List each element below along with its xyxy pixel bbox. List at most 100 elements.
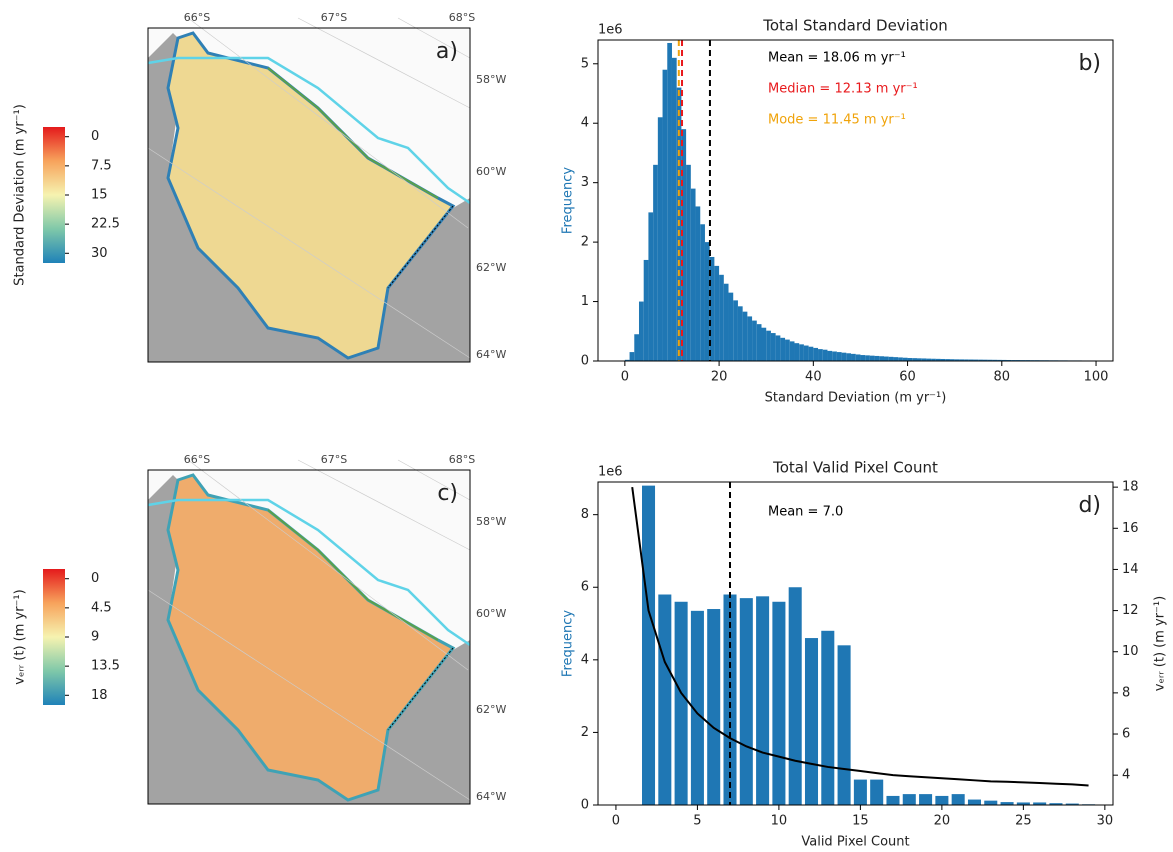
x-tick-label: 25 bbox=[1015, 814, 1032, 829]
bar bbox=[879, 356, 884, 361]
bar bbox=[672, 58, 677, 361]
x-tick-label: 30 bbox=[1097, 814, 1114, 829]
bar bbox=[663, 70, 668, 361]
colorbar-label: Standard Deviation (m yr⁻¹) bbox=[13, 104, 28, 286]
bar bbox=[771, 333, 776, 361]
y-tick-label: 8 bbox=[581, 507, 589, 522]
bar bbox=[854, 780, 867, 805]
bar bbox=[809, 347, 814, 361]
bar bbox=[747, 316, 752, 361]
bar bbox=[919, 794, 932, 805]
longitude-label: 58°W bbox=[476, 73, 506, 86]
bar bbox=[686, 165, 691, 361]
bar bbox=[952, 794, 965, 805]
latitude-label: 68°S bbox=[449, 453, 475, 466]
bar bbox=[719, 275, 724, 361]
bar bbox=[724, 284, 729, 361]
bar bbox=[714, 266, 719, 361]
x-tick-label: 0 bbox=[621, 370, 629, 385]
map-panel: a)66°S67°S68°S58°W60°W62°W64°W bbox=[148, 11, 506, 362]
bar bbox=[729, 293, 734, 361]
chart-title: Total Valid Pixel Count bbox=[772, 459, 938, 477]
bar bbox=[805, 638, 818, 805]
bar bbox=[837, 352, 842, 361]
longitude-label: 58°W bbox=[476, 515, 506, 528]
bar bbox=[804, 346, 809, 361]
bar bbox=[898, 357, 903, 361]
panel-label: a) bbox=[436, 39, 458, 64]
longitude-label: 64°W bbox=[476, 790, 506, 803]
y-tick-label: 6 bbox=[581, 580, 589, 595]
y2-tick-label: 10 bbox=[1122, 644, 1139, 659]
bar bbox=[875, 356, 880, 361]
bar bbox=[823, 350, 828, 361]
x-tick-label: 15 bbox=[852, 814, 869, 829]
bar bbox=[743, 312, 748, 361]
colorbar-label: vₑᵣᵣ (t) (m yr⁻¹) bbox=[13, 589, 28, 684]
bar bbox=[893, 357, 898, 361]
bar bbox=[776, 335, 781, 361]
colorbar-tick-label: 7.5 bbox=[91, 158, 112, 173]
longitude-label: 62°W bbox=[476, 703, 506, 716]
x-tick-label: 10 bbox=[771, 814, 788, 829]
y2-tick-label: 16 bbox=[1122, 521, 1139, 536]
colorbar-tick-label: 0 bbox=[91, 571, 99, 586]
bar bbox=[818, 349, 823, 361]
bar bbox=[740, 598, 753, 805]
panel-label: b) bbox=[1078, 51, 1101, 76]
bar bbox=[889, 357, 894, 361]
y2-tick-label: 8 bbox=[1122, 685, 1130, 700]
bar bbox=[884, 357, 889, 361]
bar bbox=[886, 796, 899, 805]
bar bbox=[707, 609, 720, 805]
panel-label: c) bbox=[437, 481, 458, 506]
bar bbox=[756, 596, 769, 805]
colorbar bbox=[43, 127, 65, 263]
x-tick-label: 5 bbox=[693, 814, 701, 829]
bar bbox=[738, 306, 743, 361]
bar bbox=[935, 796, 948, 805]
y2-tick-label: 6 bbox=[1122, 727, 1130, 742]
colorbar-tick-label: 0 bbox=[91, 129, 99, 144]
bar bbox=[691, 189, 696, 361]
bar bbox=[675, 602, 688, 805]
bar bbox=[653, 165, 658, 361]
y2-axis-label: vₑᵣᵣ (t) (m yr⁻¹) bbox=[1153, 596, 1168, 691]
bar bbox=[813, 348, 818, 361]
bar bbox=[968, 800, 981, 805]
colorbar-tick-label: 30 bbox=[91, 246, 108, 261]
bar bbox=[789, 587, 802, 805]
bar bbox=[696, 206, 701, 361]
y2-tick-label: 18 bbox=[1122, 480, 1139, 495]
y2-tick-label: 4 bbox=[1122, 768, 1130, 783]
y-tick-label: 4 bbox=[581, 116, 589, 131]
x-tick-label: 60 bbox=[899, 370, 916, 385]
reference-label: Mode = 11.45 m yr⁻¹ bbox=[768, 113, 906, 128]
bar bbox=[827, 351, 832, 361]
latitude-label: 66°S bbox=[184, 453, 210, 466]
latitude-label: 66°S bbox=[184, 11, 210, 24]
x-tick-label: 80 bbox=[994, 370, 1011, 385]
longitude-label: 60°W bbox=[476, 607, 506, 620]
x-tick-label: 100 bbox=[1084, 370, 1109, 385]
y-tick-label: 3 bbox=[581, 175, 589, 190]
reference-label: Mean = 7.0 bbox=[768, 505, 843, 520]
y2-tick-label: 14 bbox=[1122, 562, 1139, 577]
y-tick-label: 4 bbox=[581, 652, 589, 667]
bar bbox=[842, 353, 847, 361]
bar bbox=[846, 353, 851, 361]
y-offset-label: 1e6 bbox=[598, 23, 623, 38]
bar bbox=[865, 355, 870, 361]
colorbar-tick-label: 4.5 bbox=[91, 600, 112, 615]
longitude-label: 60°W bbox=[476, 165, 506, 178]
bar bbox=[780, 338, 785, 361]
y-tick-label: 1 bbox=[581, 294, 589, 309]
colorbar-tick-label: 22.5 bbox=[91, 217, 120, 232]
bar bbox=[785, 340, 790, 361]
chart-title: Total Standard Deviation bbox=[762, 17, 948, 35]
colorbar-tick-label: 18 bbox=[91, 688, 108, 703]
figure: a)66°S67°S68°S58°W60°W62°W64°W07.51522.5… bbox=[0, 0, 1173, 852]
bar bbox=[984, 801, 997, 805]
x-tick-label: 0 bbox=[612, 814, 620, 829]
